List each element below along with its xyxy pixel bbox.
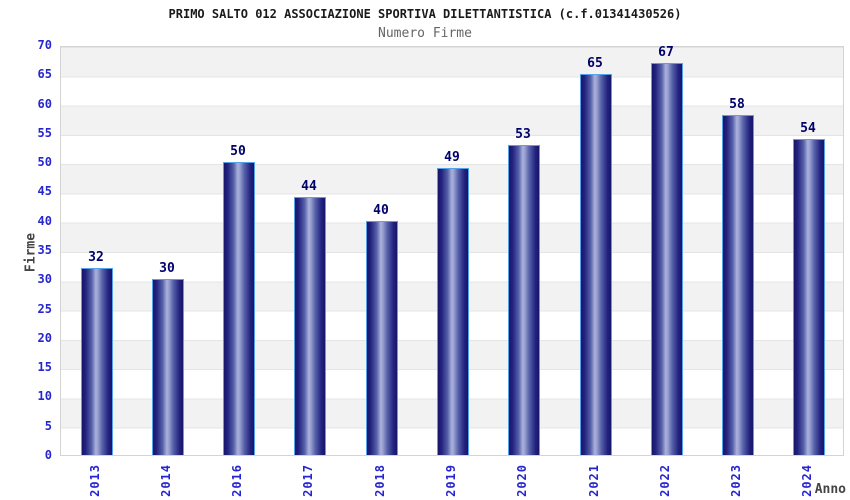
x-tick-label: 2024 <box>800 464 814 497</box>
bar <box>294 197 326 455</box>
y-tick-label: 25 <box>37 301 52 316</box>
bar-value-label: 53 <box>515 127 531 142</box>
bar-value-label: 65 <box>587 56 603 71</box>
y-tick-label: 35 <box>37 243 52 257</box>
y-tick-label: 5 <box>44 418 52 433</box>
x-tick-label: 2016 <box>230 464 244 497</box>
bar-value-label: 58 <box>729 97 745 112</box>
y-tick-label: 55 <box>37 125 52 140</box>
x-tick-label: 2014 <box>159 464 173 497</box>
bar-value-label: 50 <box>230 144 246 159</box>
y-tick-label: 10 <box>37 389 52 404</box>
x-tick-label: 2020 <box>515 464 529 497</box>
y-tick-label: 40 <box>37 213 52 228</box>
y-tick-label: 0 <box>44 448 52 462</box>
bar-value-label: 32 <box>88 250 104 265</box>
bar <box>437 168 469 455</box>
bar-value-label: 44 <box>301 179 317 194</box>
bar <box>366 221 398 455</box>
x-tick-label: 2013 <box>88 464 102 497</box>
bar <box>508 145 540 455</box>
y-tick-label: 30 <box>37 272 52 287</box>
bar-value-label: 67 <box>658 45 674 60</box>
y-tick-label: 20 <box>37 330 52 345</box>
x-tick-label: 2018 <box>373 464 387 497</box>
chart-subtitle: Numero Firme <box>378 26 472 41</box>
x-tick-label: 2019 <box>444 464 458 497</box>
bar <box>722 115 754 455</box>
x-tick-label: 2017 <box>301 464 315 497</box>
x-tick-label: 2023 <box>729 464 743 497</box>
chart-title: PRIMO SALTO 012 ASSOCIAZIONE SPORTIVA DI… <box>168 7 682 21</box>
x-axis-label: Anno <box>814 482 846 497</box>
bar-value-label: 30 <box>159 261 175 276</box>
bar <box>793 139 825 455</box>
bar-value-label: 49 <box>444 150 460 165</box>
bar <box>152 279 184 455</box>
plot-area <box>60 46 844 456</box>
y-tick-label: 70 <box>37 38 52 52</box>
bar-value-label: 54 <box>800 121 816 136</box>
x-tick-label: 2021 <box>587 464 601 497</box>
x-tick-label: 2022 <box>658 464 672 497</box>
y-tick-label: 45 <box>37 184 52 199</box>
bar-value-label: 40 <box>373 203 389 218</box>
bar <box>81 268 113 455</box>
bar <box>223 162 255 455</box>
y-tick-label: 60 <box>37 96 52 111</box>
bar <box>651 63 683 455</box>
y-tick-label: 15 <box>37 360 52 375</box>
y-tick-label: 65 <box>37 67 52 82</box>
bar <box>580 74 612 455</box>
y-tick-label: 50 <box>37 155 52 170</box>
y-axis-label: Firme <box>23 232 39 273</box>
